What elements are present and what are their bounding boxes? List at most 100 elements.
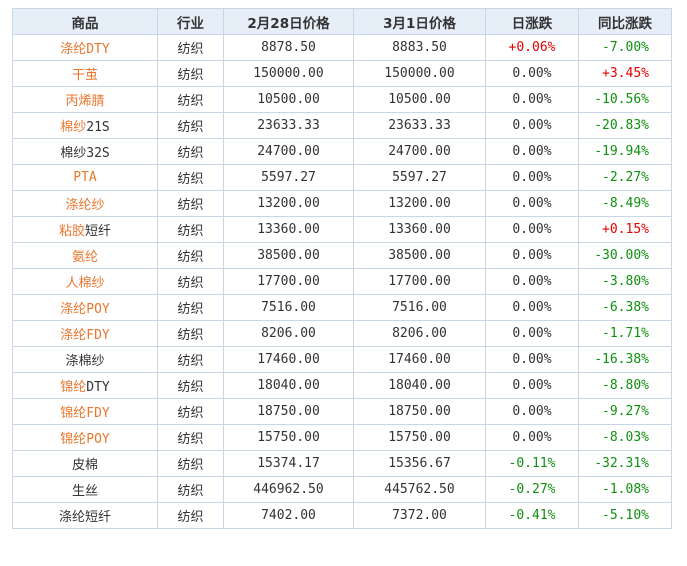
price-feb28-cell: 446962.50: [223, 476, 354, 503]
table-row: 涤纶FDY 纺织 8206.00 8206.00 0.00% -1.71%: [12, 320, 672, 347]
price-feb28-cell: 15374.17: [223, 450, 354, 477]
commodity-name-cell: 锦纶FDY: [12, 398, 158, 425]
table-row: 人棉纱 纺织 17700.00 17700.00 0.00% -3.80%: [12, 268, 672, 295]
price-feb28-cell: 13200.00: [223, 190, 354, 217]
yoy-change-cell: -5.10%: [578, 502, 672, 529]
commodity-name-cell: 丙烯腈: [12, 86, 158, 113]
price-mar1-cell: 5597.27: [353, 164, 486, 191]
yoy-change-cell: -30.00%: [578, 242, 672, 269]
yoy-change-cell: -10.56%: [578, 86, 672, 113]
header-price-feb28: 2月28日价格: [223, 8, 354, 35]
header-commodity: 商品: [12, 8, 158, 35]
price-feb28-cell: 8878.50: [223, 34, 354, 61]
industry-cell: 纺织: [157, 86, 224, 113]
commodity-name-cell: 涤纶FDY: [12, 320, 158, 347]
price-feb28-cell: 17700.00: [223, 268, 354, 295]
commodity-link[interactable]: 粘胶: [58, 224, 85, 239]
commodity-link[interactable]: 人棉纱: [65, 276, 105, 291]
industry-cell: 纺织: [157, 450, 224, 477]
daily-change-cell: 0.00%: [485, 86, 579, 113]
commodity-link[interactable]: PTA: [73, 170, 97, 185]
daily-change-cell: 0.00%: [485, 138, 579, 165]
daily-change-cell: 0.00%: [485, 346, 579, 373]
industry-cell: 纺织: [157, 190, 224, 217]
price-feb28-cell: 13360.00: [223, 216, 354, 243]
commodity-name-cell: 生丝: [12, 476, 158, 503]
commodity-name-cell: 涤纶DTY: [12, 34, 158, 61]
price-feb28-cell: 5597.27: [223, 164, 354, 191]
yoy-change-cell: -8.03%: [578, 424, 672, 451]
commodity-link[interactable]: 棉纱: [60, 120, 87, 135]
yoy-change-cell: -8.80%: [578, 372, 672, 399]
table-row: 锦纶FDY 纺织 18750.00 18750.00 0.00% -9.27%: [12, 398, 672, 425]
industry-cell: 纺织: [157, 164, 224, 191]
price-feb28-cell: 18040.00: [223, 372, 354, 399]
yoy-change-cell: -1.08%: [578, 476, 672, 503]
price-mar1-cell: 7516.00: [353, 294, 486, 321]
price-mar1-cell: 8206.00: [353, 320, 486, 347]
daily-change-cell: 0.00%: [485, 320, 579, 347]
table-row: 干茧 纺织 150000.00 150000.00 0.00% +3.45%: [12, 60, 672, 87]
daily-change-cell: 0.00%: [485, 216, 579, 243]
commodity-link[interactable]: 氨纶: [71, 250, 98, 265]
table-row: 棉纱32S 纺织 24700.00 24700.00 0.00% -19.94%: [12, 138, 672, 165]
commodity-name-cell: 锦纶DTY: [12, 372, 158, 399]
daily-change-cell: 0.00%: [485, 424, 579, 451]
industry-cell: 纺织: [157, 372, 224, 399]
table-row: 氨纶 纺织 38500.00 38500.00 0.00% -30.00%: [12, 242, 672, 269]
commodity-link[interactable]: 丙烯腈: [65, 94, 105, 109]
industry-cell: 纺织: [157, 138, 224, 165]
industry-cell: 纺织: [157, 346, 224, 373]
daily-change-cell: 0.00%: [485, 268, 579, 295]
commodity-name-cell: 锦纶POY: [12, 424, 158, 451]
table-row: 涤纶短纤 纺织 7402.00 7372.00 -0.41% -5.10%: [12, 502, 672, 529]
yoy-change-cell: -6.38%: [578, 294, 672, 321]
commodity-link[interactable]: 涤纶纱: [65, 198, 105, 213]
yoy-change-cell: -20.83%: [578, 112, 672, 139]
price-feb28-cell: 7516.00: [223, 294, 354, 321]
price-mar1-cell: 15750.00: [353, 424, 486, 451]
daily-change-cell: -0.11%: [485, 450, 579, 477]
commodity-link[interactable]: 锦纶: [60, 380, 87, 395]
commodity-link[interactable]: 干茧: [71, 68, 98, 83]
price-feb28-cell: 23633.33: [223, 112, 354, 139]
commodity-link[interactable]: 锦纶POY: [60, 432, 110, 447]
industry-cell: 纺织: [157, 34, 224, 61]
commodity-link[interactable]: 涤纶POY: [60, 302, 110, 317]
commodity-link[interactable]: 锦纶FDY: [60, 406, 110, 421]
commodity-link[interactable]: 涤纶DTY: [60, 42, 110, 57]
price-mar1-cell: 445762.50: [353, 476, 486, 503]
yoy-change-cell: -19.94%: [578, 138, 672, 165]
price-mar1-cell: 7372.00: [353, 502, 486, 529]
yoy-change-cell: -1.71%: [578, 320, 672, 347]
price-mar1-cell: 17460.00: [353, 346, 486, 373]
daily-change-cell: -0.27%: [485, 476, 579, 503]
yoy-change-cell: -9.27%: [578, 398, 672, 425]
daily-change-cell: 0.00%: [485, 398, 579, 425]
yoy-change-cell: -2.27%: [578, 164, 672, 191]
commodity-name-cell: 人棉纱: [12, 268, 158, 295]
commodity-name-text: 涤棉纱: [65, 354, 105, 369]
industry-cell: 纺织: [157, 476, 224, 503]
daily-change-cell: -0.41%: [485, 502, 579, 529]
daily-change-cell: 0.00%: [485, 372, 579, 399]
price-mar1-cell: 24700.00: [353, 138, 486, 165]
price-feb28-cell: 24700.00: [223, 138, 354, 165]
industry-cell: 纺织: [157, 112, 224, 139]
commodity-name-text: 涤纶短纤: [58, 510, 111, 525]
table-header-row: 商品 行业 2月28日价格 3月1日价格 日涨跌 同比涨跌: [12, 8, 672, 35]
price-feb28-cell: 38500.00: [223, 242, 354, 269]
daily-change-cell: 0.00%: [485, 60, 579, 87]
price-feb28-cell: 8206.00: [223, 320, 354, 347]
industry-cell: 纺织: [157, 268, 224, 295]
daily-change-cell: 0.00%: [485, 190, 579, 217]
industry-cell: 纺织: [157, 398, 224, 425]
yoy-change-cell: -16.38%: [578, 346, 672, 373]
price-feb28-cell: 15750.00: [223, 424, 354, 451]
header-industry: 行业: [157, 8, 224, 35]
commodity-name-cell: 涤纶短纤: [12, 502, 158, 529]
header-daily-change: 日涨跌: [485, 8, 579, 35]
commodity-name-cell: PTA: [12, 164, 158, 191]
commodity-link[interactable]: 涤纶FDY: [60, 328, 110, 343]
table-row: 生丝 纺织 446962.50 445762.50 -0.27% -1.08%: [12, 476, 672, 503]
